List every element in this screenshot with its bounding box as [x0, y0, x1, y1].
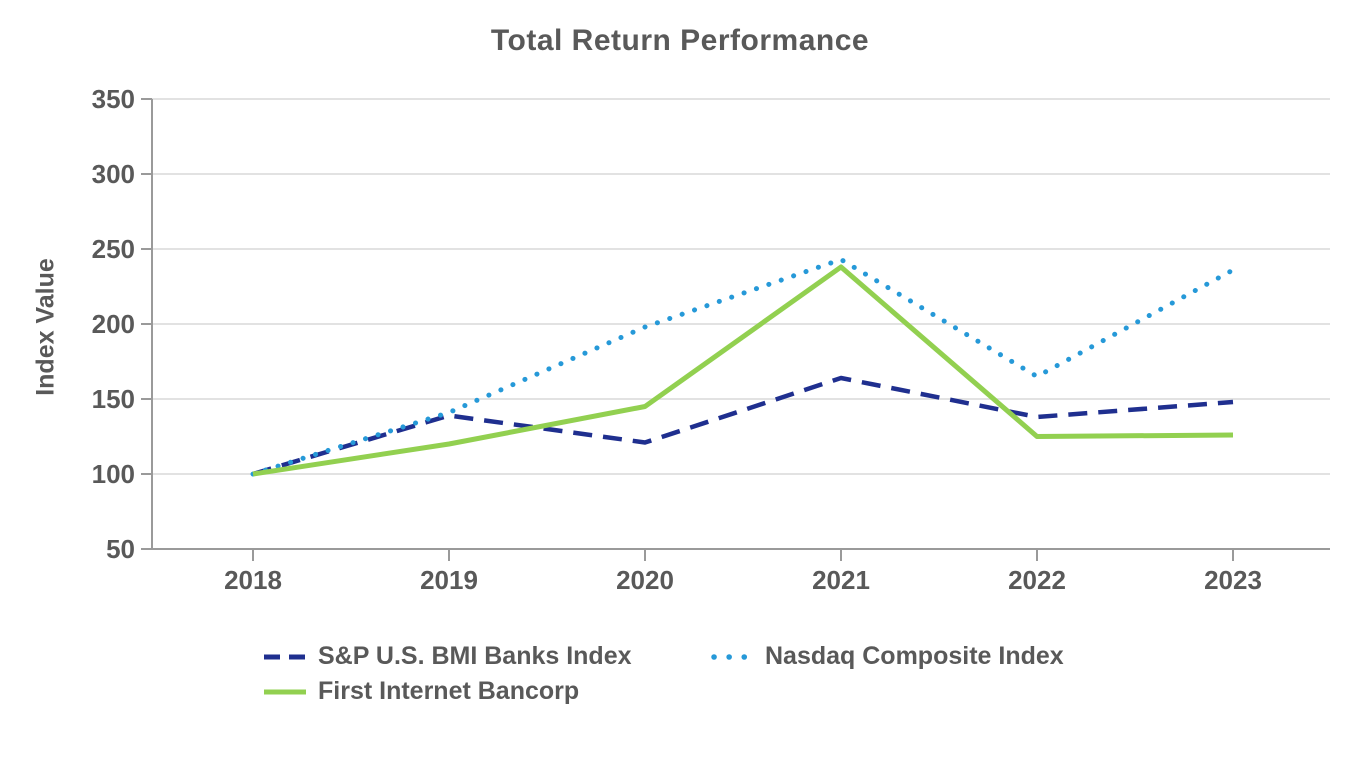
y-tick-label: 150	[92, 384, 135, 414]
x-tick-label: 2021	[812, 565, 870, 595]
y-tick-label: 300	[92, 159, 135, 189]
series-line-first-internet-bancorp	[252, 264, 1234, 477]
x-tick-label: 2018	[224, 565, 282, 595]
legend-label: First Internet Bancorp	[318, 677, 580, 705]
y-tick-label: 350	[92, 84, 135, 114]
series-line-sp-us-bmi-banks-index	[252, 375, 1234, 477]
y-tick-label: 100	[92, 459, 135, 489]
dashed-line-legend-marker	[264, 654, 306, 659]
chart-title: Total Return Performance	[490, 24, 870, 57]
y-tick-label: 50	[106, 534, 135, 564]
y-tick-label: 200	[92, 309, 135, 339]
dotted-line-legend-marker	[711, 653, 753, 660]
x-tick-label: 2019	[420, 565, 478, 595]
legend-label: Nasdaq Composite Index	[765, 642, 1064, 670]
legend-item-nasdaq-composite-index: Nasdaq Composite Index	[710, 642, 1064, 671]
legend: S&P U.S. BMI Banks Index Nasdaq Composit…	[263, 639, 1064, 709]
legend-item-first-internet-bancorp: First Internet Bancorp	[263, 677, 710, 706]
legend-label: S&P U.S. BMI Banks Index	[318, 642, 632, 670]
x-tick-label: 2020	[616, 565, 674, 595]
x-tick-label: 2023	[1204, 565, 1262, 595]
legend-item-sp-us-bmi-banks-index: S&P U.S. BMI Banks Index	[263, 642, 710, 671]
solid-line-legend-marker	[264, 689, 306, 694]
plot-area: 350 300 250 200 150 100 50 2018 2019 2020 2021 2022…	[92, 84, 1330, 595]
x-tick-label: 2022	[1008, 565, 1066, 595]
series-line-nasdaq-composite-index	[250, 257, 1236, 477]
y-tick-label: 250	[92, 234, 135, 264]
